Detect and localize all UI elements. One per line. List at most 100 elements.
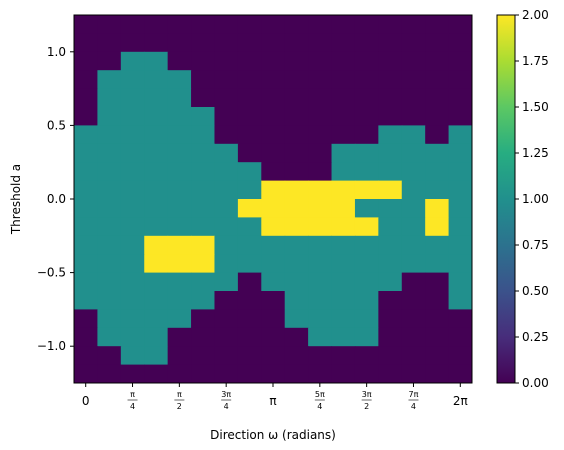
heatmap-cell (448, 33, 473, 53)
heatmap-cell (284, 309, 309, 329)
heatmap-cell (214, 235, 239, 255)
heatmap-cell (401, 70, 426, 90)
heatmap-cell (74, 162, 98, 182)
heatmap-cell (214, 346, 239, 366)
heatmap-cell (214, 143, 239, 163)
heatmap-cell (401, 15, 426, 34)
heatmap-cell (97, 217, 122, 237)
heatmap-cell (74, 291, 98, 310)
heatmap-cell (308, 143, 333, 163)
heatmap-cell (331, 291, 356, 310)
heatmap-cell (97, 33, 122, 53)
heatmap-cell (308, 235, 333, 255)
heatmap-cell (74, 88, 98, 108)
heatmap-cell (97, 235, 122, 255)
heatmap-cell (401, 217, 426, 237)
heatmap-cell (378, 346, 403, 366)
heatmap-cell (378, 364, 403, 384)
heatmap-cell (261, 125, 286, 145)
heatmap-cell (97, 254, 122, 274)
heatmap-cell (237, 254, 262, 274)
heatmap-cell (191, 364, 215, 384)
heatmap-cell (97, 327, 122, 347)
heatmap-cell (167, 327, 192, 347)
heatmap-cell (308, 51, 333, 71)
heatmap-cell (97, 199, 122, 218)
heatmap-cell (191, 162, 215, 182)
x-tick-label: π (269, 394, 276, 408)
heatmap-cell (401, 235, 426, 255)
heatmap-cell (331, 33, 356, 53)
heatmap-cell (378, 309, 403, 329)
heatmap-cell (97, 309, 122, 329)
heatmap-cell (74, 33, 98, 53)
tick-denominator: 4 (411, 402, 416, 411)
heatmap-cell (401, 291, 426, 310)
heatmap-cell (354, 107, 379, 126)
heatmap-cell (354, 180, 379, 200)
heatmap-cell (261, 15, 286, 34)
x-tick-label: π2 (174, 390, 185, 411)
heatmap-cell (97, 291, 122, 310)
heatmap-cell (331, 125, 356, 145)
heatmap-cell (354, 364, 379, 384)
heatmap-cell (214, 291, 239, 310)
heatmap-cell (261, 254, 286, 274)
heatmap-cell (448, 51, 473, 71)
heatmap-cell (214, 15, 239, 34)
heatmap-cell (237, 180, 262, 200)
heatmap-cell (448, 88, 473, 108)
heatmap-cell (284, 88, 309, 108)
heatmap-cell (401, 143, 426, 163)
colorbar-tick-label: 1.25 (522, 146, 549, 160)
heatmap-cell (167, 364, 192, 384)
heatmap-cell (261, 291, 286, 310)
heatmap-cell (401, 51, 426, 71)
heatmap-cell (425, 217, 450, 237)
heatmap-cell (120, 217, 145, 237)
y-tick-label: −0.5 (37, 266, 66, 280)
heatmap-cell (237, 88, 262, 108)
heatmap-cell (448, 143, 473, 163)
heatmap-cell (74, 143, 98, 163)
heatmap-cell (214, 162, 239, 182)
heatmap-cell (425, 15, 450, 34)
colorbar-tick-label: 2.00 (522, 8, 549, 22)
heatmap-cell (120, 327, 145, 347)
heatmap-cell (144, 125, 169, 145)
heatmap-cell (191, 309, 215, 329)
heatmap-cell (308, 364, 333, 384)
heatmap-cell (378, 235, 403, 255)
heatmap-cell (284, 272, 309, 292)
heatmap-cell (120, 107, 145, 126)
heatmap-cell (308, 125, 333, 145)
heatmap-cell (331, 364, 356, 384)
heatmap-cell (144, 88, 169, 108)
heatmap-cell (448, 254, 473, 274)
x-tick-label: π4 (127, 390, 138, 411)
heatmap-cell (144, 217, 169, 237)
heatmap-cell (97, 143, 122, 163)
heatmap-cell (237, 199, 262, 218)
heatmap-cell (97, 70, 122, 90)
heatmap-cell (448, 235, 473, 255)
tick-numerator: π (177, 390, 182, 399)
heatmap-cell (425, 125, 450, 145)
y-axis: 1.0 0.5 0.0 −0.5 −1.0 (37, 45, 74, 353)
heatmap-cell (425, 254, 450, 274)
heatmap-cell (214, 217, 239, 237)
heatmap-cell (237, 70, 262, 90)
heatmap-cell (448, 180, 473, 200)
heatmap-cell (120, 15, 145, 34)
heatmap-cell (214, 107, 239, 126)
heatmap-cell (448, 291, 473, 310)
heatmap-cell (284, 199, 309, 218)
heatmap-cell (144, 199, 169, 218)
heatmap-cell (167, 70, 192, 90)
heatmap-cell (144, 327, 169, 347)
colorbar-tick-label: 1.00 (522, 192, 549, 206)
heatmap-cell (308, 309, 333, 329)
heatmap-cell (308, 272, 333, 292)
heatmap-cell (191, 143, 215, 163)
heatmap-cell (354, 254, 379, 274)
